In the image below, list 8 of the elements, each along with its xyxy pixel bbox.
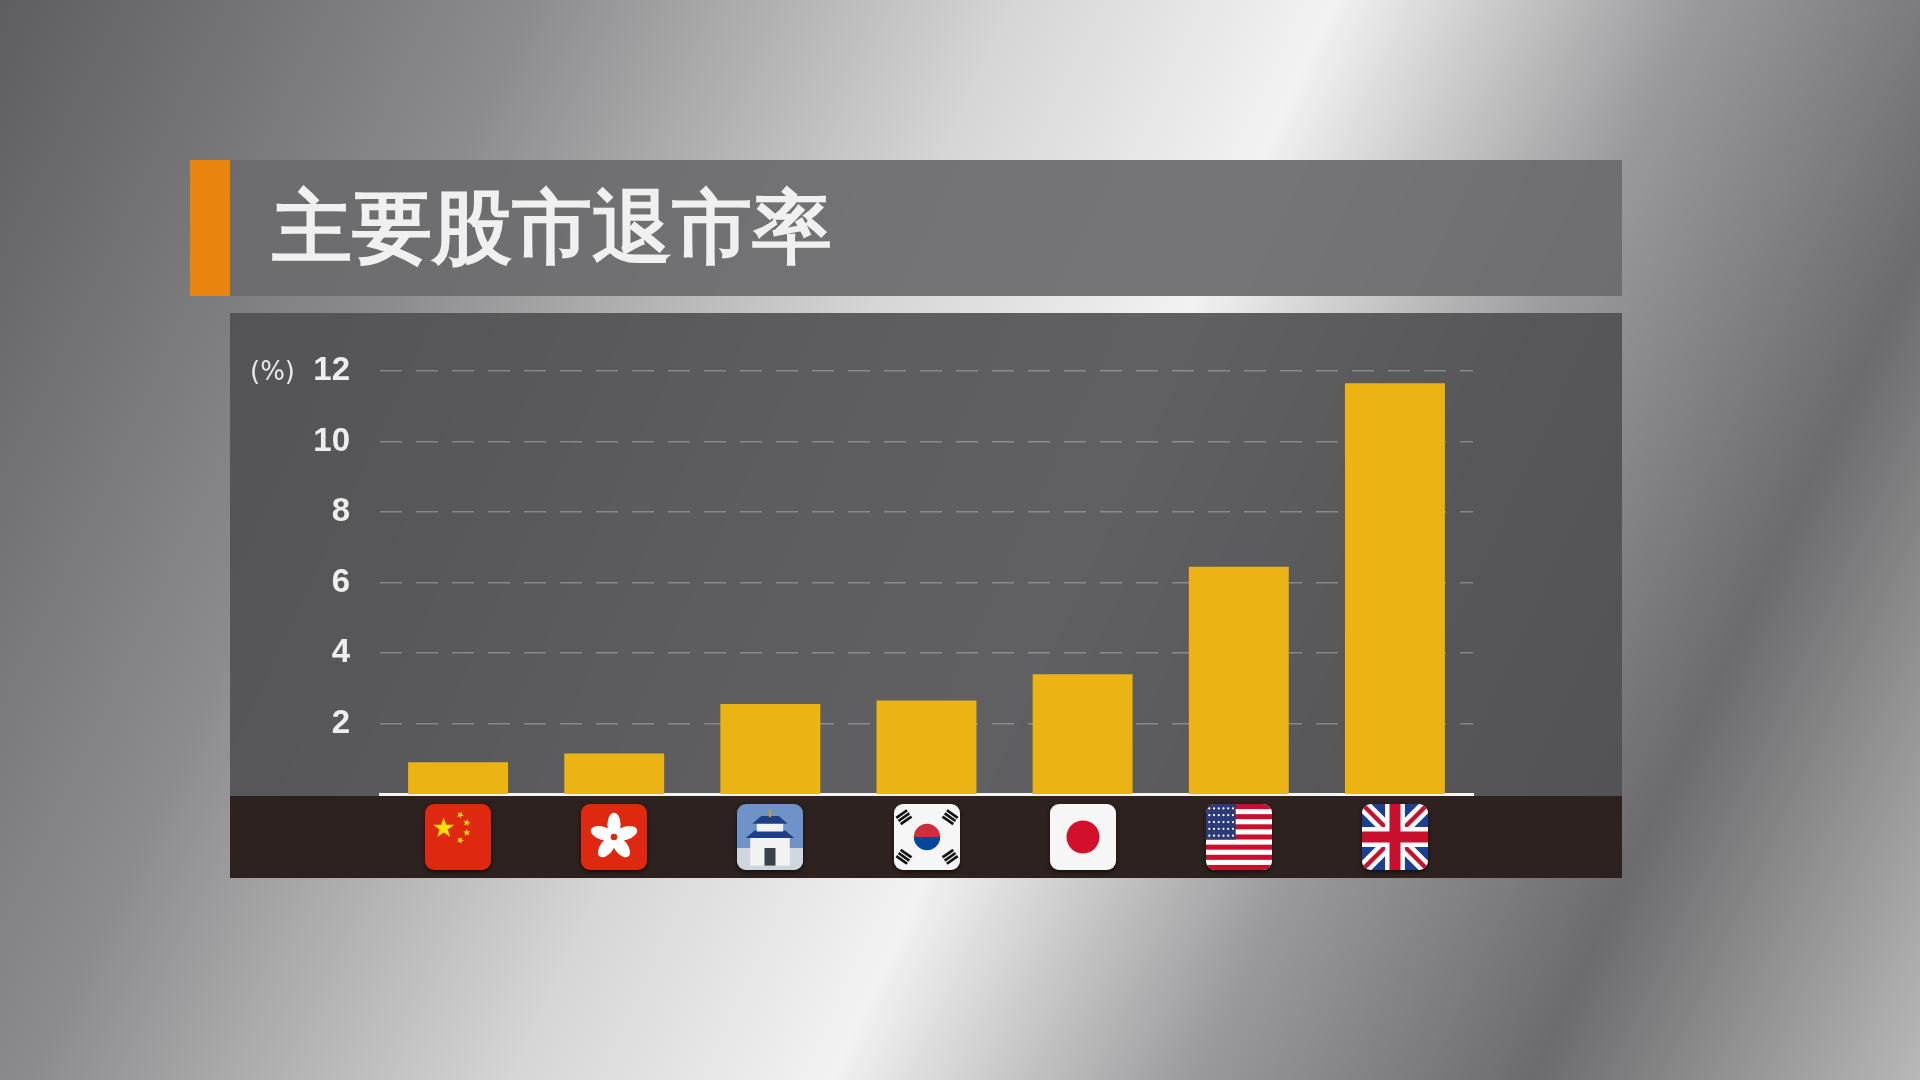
chart-title: 主要股市退市率 <box>272 181 832 274</box>
y-tick-label: 8 <box>331 491 350 529</box>
y-axis-title: (%) <box>250 356 295 386</box>
y-tick-label: 2 <box>331 702 350 740</box>
y-tick-label: 10 <box>313 420 350 458</box>
y-tick-label: 12 <box>313 350 350 388</box>
y-tick-label: 6 <box>331 561 350 599</box>
y-tick-label: 4 <box>331 632 351 670</box>
